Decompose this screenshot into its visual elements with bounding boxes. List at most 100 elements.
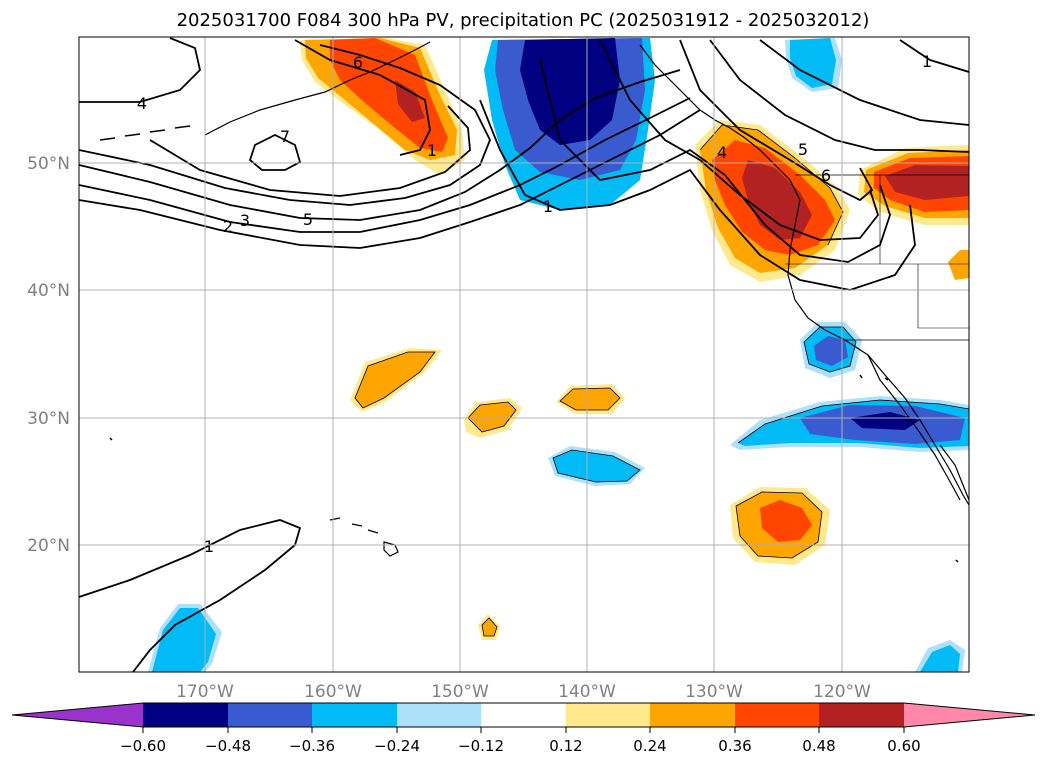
pv-label-5: 5	[303, 210, 313, 229]
border-state-lines	[785, 175, 969, 329]
pv-label-1-northeast: 1	[922, 52, 932, 71]
coastline-hawaii	[329, 517, 399, 557]
precip-positive-east-edge	[948, 250, 969, 280]
colorbar-segment-1	[143, 703, 228, 727]
precip-negative-gulf-of-alaska-core	[520, 38, 620, 145]
pv-label-3: 3	[240, 211, 250, 230]
lon-label-150w: 150°W	[431, 682, 489, 702]
latitude-labels: 50°N 40°N 30°N 20°N	[27, 154, 70, 556]
coastline-aleutian-islands	[99, 125, 191, 141]
pv-label-4: 4	[137, 94, 147, 113]
precip-positive-blob-148w-south-mid	[482, 618, 497, 636]
pv-contour-6	[79, 44, 491, 206]
thin-contour-blob-157w	[354, 351, 436, 409]
pv-label-6-ridge: 6	[821, 166, 831, 185]
pv-contour-1-trough	[479, 99, 916, 291]
colorbar-label-10: 0.60	[887, 737, 920, 755]
pv-contour-2	[79, 109, 701, 249]
colorbar-segment-4	[397, 703, 481, 727]
colorbar-extend-right	[904, 703, 1035, 727]
precip-positive-blob-148w-mid	[468, 402, 516, 432]
lon-label-170w: 170°W	[176, 682, 234, 702]
colorbar-segment-5	[481, 703, 566, 727]
precip-positive-aleutian-core	[330, 38, 448, 152]
colorbar-extend-left	[12, 703, 143, 727]
pv-label-1-aleutian: 1	[427, 141, 437, 160]
precip-positive-pnw-max	[742, 160, 812, 240]
pv-label-4-ridge: 4	[717, 143, 727, 162]
pv-label-5-ridge: 5	[798, 140, 808, 159]
coastline-bc-alaska-panhandle	[639, 44, 801, 201]
pv-contour-1-northeast-b	[899, 39, 969, 73]
precip-negative-blob-170w-mid	[152, 608, 216, 672]
thin-contour-subtropical	[737, 399, 969, 444]
pv-contour-7-closed	[248, 133, 302, 171]
coastline-baja	[867, 354, 961, 501]
precip-positive-rockies-max	[885, 165, 969, 200]
colorbar-label-8: 0.36	[718, 737, 751, 755]
colorbar-segment-6	[566, 703, 650, 727]
lat-label-50n: 50°N	[27, 154, 70, 174]
lat-label-20n: 20°N	[27, 536, 70, 556]
pv-contour-5	[79, 69, 681, 221]
lat-label-30n: 30°N	[27, 409, 70, 429]
thin-contour-pnw	[699, 124, 844, 246]
precip-positive-blob-157w-mid	[355, 352, 435, 408]
pv-contour-inner-aleutian	[149, 105, 471, 197]
map-content: 4 7 2 3 5 6 1 4 5 6 1 1 1	[79, 37, 969, 672]
pv-contours	[79, 37, 969, 672]
pv-label-1-south: 1	[204, 537, 214, 556]
lon-label-140w: 140°W	[558, 682, 616, 702]
thin-contour-blob-125w	[735, 491, 823, 559]
colorbar-label-2: −0.48	[205, 737, 251, 755]
colorbar-label-7: 0.24	[633, 737, 666, 755]
precip-negative-blob-top-mid	[790, 38, 836, 88]
longitude-labels: 170°W 160°W 150°W 140°W 130°W 120°W	[176, 682, 871, 702]
pv-contour-4-northwest	[79, 37, 201, 103]
pv-contour-labels: 4 7 2 3 5 6 1 4 5 6 1 1 1	[137, 52, 932, 556]
pv-contour-1-south	[79, 519, 302, 672]
lon-label-120w: 120°W	[813, 682, 871, 702]
colorbar-label-1: −0.60	[120, 737, 166, 755]
precip-positive-blob-125w-core	[760, 500, 812, 542]
pv-contour-6-aleutian	[294, 39, 431, 156]
colorbar-segment-7	[650, 703, 735, 727]
coastline-mexico	[939, 444, 969, 501]
colorbar-segment-2	[228, 703, 312, 727]
precip-negative-blob-140w-mid	[553, 450, 640, 482]
thin-contour-blob-140w	[559, 387, 621, 411]
precip-positive-aleutian-max	[395, 80, 425, 122]
pv-label-1: 1	[543, 197, 553, 216]
coastline-us-west	[787, 199, 969, 506]
precip-thin-contours	[354, 124, 969, 637]
pv-contour-1-northeast	[759, 39, 969, 126]
colorbar: −0.60 −0.48 −0.36 −0.24 −0.12 0.12 0.24 …	[11, 702, 1036, 755]
thin-contour-blob-148w	[467, 401, 517, 433]
colorbar-tick-labels: −0.60 −0.48 −0.36 −0.24 −0.12 0.12 0.24 …	[120, 737, 921, 755]
colorbar-label-6: 0.12	[549, 737, 582, 755]
figure-title: 2025031700 F084 300 hPa PV, precipitatio…	[177, 10, 870, 31]
lon-label-130w: 130°W	[685, 682, 743, 702]
precip-shading	[148, 38, 969, 672]
thin-contour-blob-140w-neg	[552, 449, 641, 483]
pv-label-7: 7	[280, 127, 290, 146]
precip-negative-blob-central-america-mid	[920, 645, 960, 672]
colorbar-segment-3	[312, 703, 397, 727]
colorbar-segment-8	[735, 703, 819, 727]
thin-contour-blob-148w-south	[481, 617, 498, 637]
colorbar-label-4: −0.24	[374, 737, 420, 755]
coastline-islands-small	[109, 374, 959, 563]
lat-label-40n: 40°N	[27, 281, 70, 301]
pv-label-2: 2	[223, 217, 233, 236]
colorbar-segment-9	[819, 703, 904, 727]
pv-label-6: 6	[353, 53, 363, 72]
coastline-alaska-peninsula	[204, 41, 431, 136]
colorbar-label-9: 0.48	[802, 737, 835, 755]
precip-negative-subtropical-max	[850, 412, 920, 430]
colorbar-label-3: −0.36	[289, 737, 335, 755]
map-panel: 4 7 2 3 5 6 1 4 5 6 1 1 1	[27, 36, 970, 702]
map-frame	[78, 36, 970, 673]
thin-contour-baja	[803, 326, 857, 373]
colorbar-ticks	[142, 727, 905, 733]
